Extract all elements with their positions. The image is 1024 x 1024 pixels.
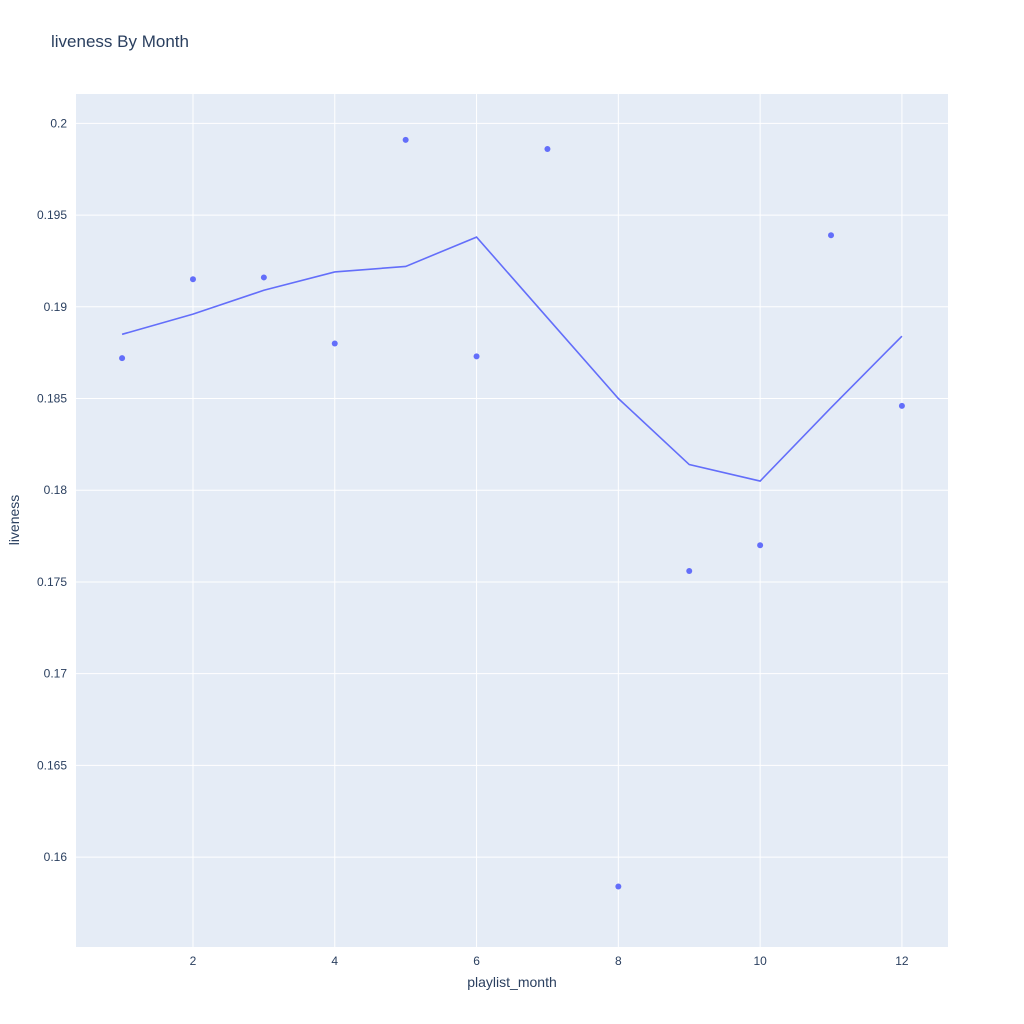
trend-line xyxy=(121,236,903,482)
data-point xyxy=(544,146,551,153)
chart-title: liveness By Month xyxy=(51,32,189,51)
y-tick-label: 0.185 xyxy=(37,392,67,406)
x-axis-title: playlist_month xyxy=(467,974,557,990)
y-tick-label: 0.165 xyxy=(37,758,67,772)
y-tick-label: 0.175 xyxy=(37,575,67,589)
y-tick-label: 0.17 xyxy=(44,667,68,681)
data-point xyxy=(828,232,835,239)
data-point xyxy=(331,340,338,347)
series-line-group xyxy=(121,236,903,482)
x-tick-label: 12 xyxy=(895,954,909,968)
data-point xyxy=(615,883,622,890)
plot-background xyxy=(76,94,948,947)
y-tick-label: 0.16 xyxy=(44,850,68,864)
y-tick-label: 0.195 xyxy=(37,208,67,222)
y-tick-label: 0.18 xyxy=(44,483,68,497)
x-tick-label: 6 xyxy=(473,954,480,968)
data-point xyxy=(260,274,267,281)
data-point xyxy=(119,355,126,362)
data-point xyxy=(757,542,764,549)
grid xyxy=(76,94,948,947)
series-points-group xyxy=(119,136,905,890)
data-point xyxy=(402,136,409,143)
data-point xyxy=(473,353,480,360)
data-point xyxy=(686,567,693,574)
x-tick-label: 10 xyxy=(753,954,767,968)
x-tick-label: 2 xyxy=(190,954,197,968)
tick-labels: 2 4 6 8 10 12 0.16 0.165 0.17 0.175 0.18 0.185 0.19 0… xyxy=(37,116,909,968)
x-tick-label: 4 xyxy=(331,954,338,968)
y-axis-title: liveness xyxy=(6,495,22,546)
data-point xyxy=(898,402,905,409)
y-tick-label: 0.19 xyxy=(44,300,68,314)
x-tick-label: 8 xyxy=(615,954,622,968)
data-point xyxy=(189,276,196,283)
y-tick-label: 0.2 xyxy=(50,116,67,130)
